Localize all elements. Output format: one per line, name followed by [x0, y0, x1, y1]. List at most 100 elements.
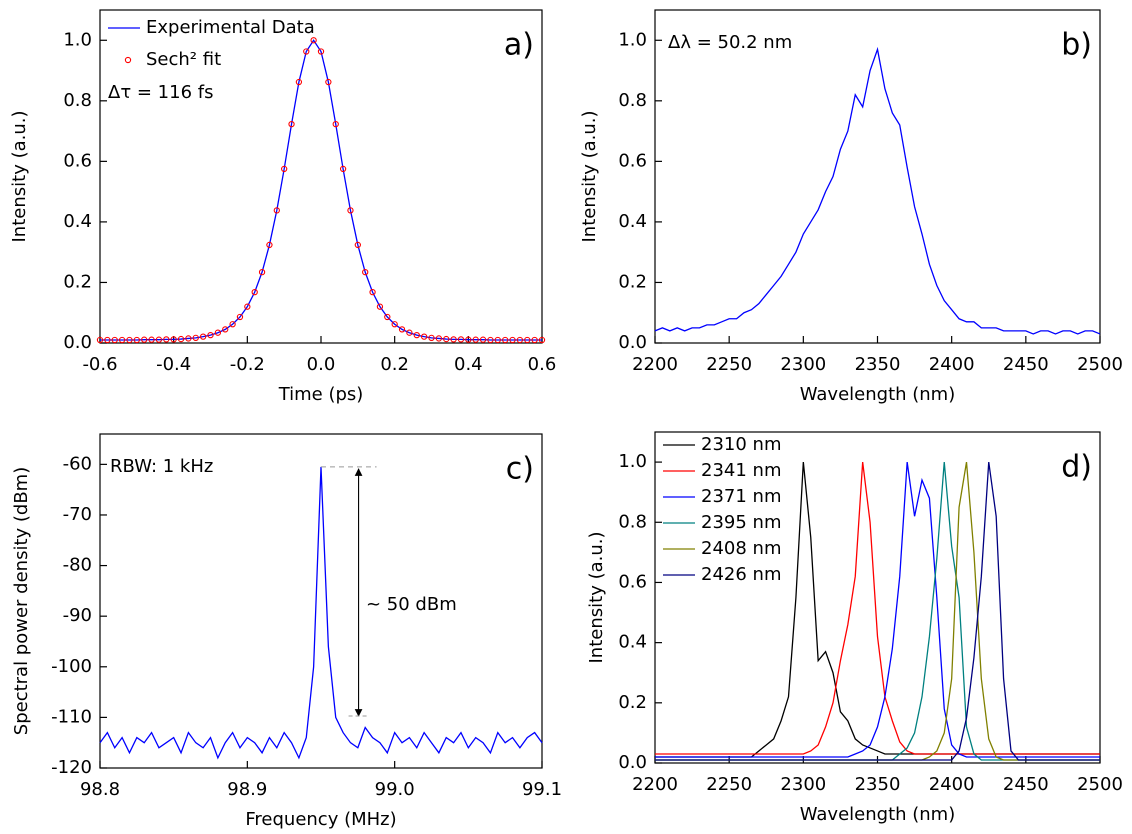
y-tick-label: 0.0	[618, 332, 647, 353]
y-tick-label: 0.8	[63, 90, 92, 111]
data-point	[435, 335, 443, 342]
x-tick-label: 2400	[929, 774, 975, 795]
x-tick-label: 2450	[1003, 774, 1049, 795]
data-point	[369, 288, 376, 296]
data-point	[207, 331, 214, 339]
x-tick-label: 2350	[855, 774, 901, 795]
y-tick-label: 0.0	[618, 752, 647, 773]
y-tick-label: 0.4	[618, 211, 647, 232]
x-axis-label: Frequency (MHz)	[245, 809, 396, 830]
data-line	[655, 462, 1100, 758]
x-tick-label: 0.6	[528, 354, 557, 375]
data-point	[118, 336, 126, 344]
data-point	[494, 336, 501, 344]
y-tick-label: 1.0	[618, 29, 647, 50]
y-tick-label: 0.0	[63, 332, 92, 353]
data-point	[406, 329, 413, 336]
data-point	[317, 48, 325, 55]
x-tick-label: 2200	[632, 354, 678, 375]
data-point	[516, 336, 524, 344]
y-tick-label: 0.6	[618, 150, 647, 171]
data-point	[185, 335, 192, 342]
x-tick-label: 2400	[929, 354, 975, 375]
x-tick-label: 2300	[780, 774, 826, 795]
data-point	[295, 78, 303, 86]
panel-label: a)	[504, 28, 534, 63]
data-point	[362, 269, 369, 276]
y-tick-label: 0.6	[63, 150, 92, 171]
panel-label: d)	[1061, 450, 1092, 485]
data-point	[281, 165, 288, 173]
x-tick-label: 2200	[632, 774, 678, 795]
y-axis-label: Spectral power density (dBm)	[11, 467, 32, 735]
x-tick-label: 0.4	[454, 354, 483, 375]
legend-label: 2371 nm	[701, 486, 781, 507]
y-tick-label: 0.8	[618, 511, 647, 532]
x-tick-label: 2300	[780, 354, 826, 375]
legend-label: 2408 nm	[701, 538, 781, 559]
data-point	[413, 331, 420, 339]
data-line	[654, 46, 1101, 335]
data-point	[339, 165, 347, 173]
x-tick-label: 0.2	[380, 354, 409, 375]
data-point	[236, 313, 244, 321]
y-tick-label: 0.4	[618, 632, 647, 653]
data-point	[472, 336, 479, 343]
x-tick-label: -0.4	[156, 354, 191, 375]
data-point	[273, 207, 280, 214]
y-tick-label: -80	[63, 555, 92, 576]
y-tick-label: 1.0	[618, 451, 647, 472]
y-tick-label: -60	[63, 453, 92, 474]
panel-label: b)	[1061, 28, 1092, 63]
x-tick-label: 2350	[855, 354, 901, 375]
data-point	[104, 336, 111, 344]
y-tick-label: -90	[63, 605, 92, 626]
legend-label: 2310 nm	[701, 434, 781, 455]
y-tick-label: -70	[63, 504, 92, 525]
data-point	[177, 335, 185, 343]
data-point	[509, 336, 516, 344]
legend-label: 2341 nm	[701, 460, 781, 481]
y-tick-label: 0.2	[63, 271, 92, 292]
x-tick-label: -0.6	[82, 354, 117, 375]
y-tick-label: 0.4	[63, 211, 92, 232]
data-point	[398, 326, 406, 333]
x-tick-label: 2250	[706, 774, 752, 795]
annotation: ~ 50 dBm	[366, 594, 457, 615]
x-axis-label: Wavelength (nm)	[800, 384, 956, 405]
data-point	[148, 336, 155, 343]
data-point	[155, 336, 163, 343]
data-point	[524, 336, 531, 344]
x-tick-label: 2500	[1077, 774, 1123, 795]
data-point	[303, 48, 310, 55]
data-point	[479, 336, 487, 343]
y-tick-label: 0.2	[618, 692, 647, 713]
data-point	[310, 37, 317, 44]
x-tick-label: 98.8	[80, 779, 120, 800]
data-point	[531, 336, 538, 344]
data-point	[170, 336, 177, 343]
data-point	[111, 336, 118, 344]
x-axis-label: Wavelength (nm)	[800, 804, 956, 825]
data-point	[347, 207, 354, 214]
y-axis-label: Intensity (a.u.)	[9, 111, 30, 243]
panel-label: c)	[506, 452, 534, 487]
x-tick-label: 2250	[706, 354, 752, 375]
y-tick-label: 1.0	[63, 29, 92, 50]
data-point	[384, 313, 391, 321]
x-tick-label: 2500	[1077, 354, 1123, 375]
x-tick-label: 2450	[1003, 354, 1049, 375]
y-axis-label: Intensity (a.u.)	[579, 111, 600, 243]
y-tick-label: -100	[51, 656, 92, 677]
y-tick-label: 0.6	[618, 571, 647, 592]
data-point	[229, 321, 236, 328]
data-line	[655, 462, 1100, 761]
data-point	[428, 334, 435, 342]
data-point	[502, 336, 509, 344]
data-point	[391, 321, 398, 328]
x-tick-label: 99.1	[522, 779, 562, 800]
data-point	[450, 336, 457, 343]
legend-label: Experimental Data	[146, 17, 315, 38]
